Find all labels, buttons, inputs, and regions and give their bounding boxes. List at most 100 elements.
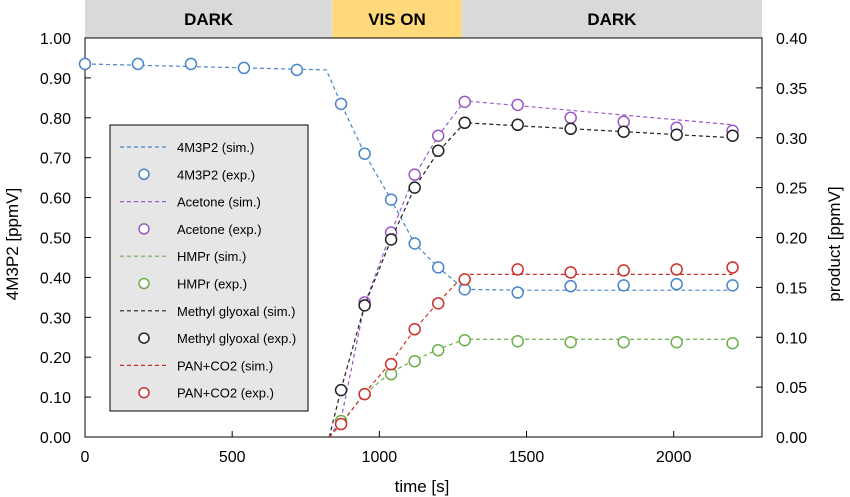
y-axis-right: 0.00 0.05 0.10 0.15 0.20 0.25 0.30 0.35 0.40 bbox=[756, 31, 807, 447]
data-point bbox=[511, 118, 524, 132]
y2-tick-label: 0.30 bbox=[776, 131, 807, 148]
data-point bbox=[384, 233, 398, 246]
y-tick-label: 0.90 bbox=[40, 71, 71, 88]
y2-tick-label: 0.00 bbox=[776, 430, 807, 447]
series-line bbox=[328, 122, 733, 438]
data-point bbox=[408, 354, 421, 368]
y-tick-label: 0.40 bbox=[40, 270, 71, 287]
y2-tick-label: 0.20 bbox=[776, 231, 807, 248]
data-point bbox=[458, 95, 471, 109]
data-point bbox=[564, 122, 577, 136]
data-point bbox=[617, 125, 630, 139]
y-tick-label: 1.00 bbox=[40, 31, 71, 48]
legend-label: Methyl glyoxal (sim.) bbox=[177, 304, 295, 319]
data-point bbox=[511, 98, 524, 112]
data-point bbox=[184, 57, 198, 71]
data-point bbox=[237, 61, 251, 75]
data-point bbox=[408, 168, 421, 181]
y2-tick-label: 0.25 bbox=[776, 181, 807, 198]
legend-marker-swatch bbox=[138, 277, 150, 290]
legend-label: 4M3P2 (sim.) bbox=[177, 140, 254, 155]
legend-label: PAN+CO2 (sim.) bbox=[177, 358, 273, 373]
data-point bbox=[726, 279, 739, 292]
data-point bbox=[358, 147, 371, 160]
y-tick-label: 0.70 bbox=[40, 151, 71, 168]
legend: 4M3P2 (sim.) 4M3P2 (exp.) Acetone (sim.) Ac… bbox=[109, 124, 309, 412]
y-tick-label: 0.60 bbox=[40, 191, 71, 208]
data-point bbox=[564, 335, 577, 349]
data-point bbox=[334, 97, 348, 111]
y2-tick-label: 0.35 bbox=[776, 81, 807, 98]
data-point bbox=[408, 181, 421, 194]
data-point bbox=[617, 335, 630, 349]
y2-axis-label: product [ppmV] bbox=[825, 186, 844, 301]
data-point bbox=[358, 299, 371, 312]
data-point bbox=[458, 333, 471, 347]
phase-band bbox=[332, 0, 462, 38]
x-axis: 0 500 1000 1500 2000 bbox=[81, 431, 692, 466]
data-point bbox=[726, 129, 739, 143]
x-axis-label: time [s] bbox=[395, 477, 450, 496]
phase-band bbox=[461, 0, 762, 38]
data-point bbox=[408, 323, 421, 336]
data-point bbox=[131, 57, 145, 71]
data-point bbox=[458, 273, 471, 286]
data-point bbox=[511, 286, 524, 299]
series bbox=[78, 57, 739, 438]
y2-tick-label: 0.15 bbox=[776, 280, 807, 297]
data-point bbox=[726, 336, 739, 350]
data-point bbox=[431, 343, 445, 357]
data-point bbox=[431, 297, 445, 310]
series-line bbox=[328, 338, 733, 438]
legend-label: HMPr (exp.) bbox=[177, 277, 247, 292]
x-tick-label: 1500 bbox=[509, 449, 545, 466]
data-point bbox=[670, 128, 683, 142]
data-point bbox=[334, 417, 348, 431]
data-point bbox=[384, 193, 398, 206]
phase-label: DARK bbox=[184, 10, 234, 29]
data-point bbox=[564, 111, 577, 125]
data-point bbox=[431, 261, 445, 274]
data-point bbox=[617, 264, 630, 277]
legend-marker-swatch bbox=[138, 332, 150, 344]
data-point bbox=[78, 57, 92, 71]
y-tick-label: 0.30 bbox=[40, 310, 71, 327]
y2-tick-label: 0.10 bbox=[776, 330, 807, 347]
data-point bbox=[458, 116, 471, 130]
data-point bbox=[358, 387, 371, 401]
data-point bbox=[670, 277, 683, 291]
x-tick-label: 1000 bbox=[362, 449, 398, 466]
y-tick-label: 0.80 bbox=[40, 111, 71, 128]
y-tick-label: 0.10 bbox=[40, 390, 71, 407]
data-point bbox=[564, 279, 577, 293]
data-point bbox=[290, 63, 304, 77]
series-line bbox=[328, 100, 733, 438]
data-point bbox=[511, 334, 524, 348]
y2-tick-label: 0.05 bbox=[776, 380, 807, 397]
y-tick-label: 0.00 bbox=[40, 430, 71, 447]
data-point bbox=[408, 237, 421, 250]
x-tick-label: 2000 bbox=[656, 449, 692, 466]
x-tick-label: 0 bbox=[81, 449, 90, 466]
y-axis-left: 0.00 0.10 0.20 0.30 0.40 0.50 0.60 0.70 0.80 0.90… bbox=[40, 31, 91, 447]
phase-label: VIS ON bbox=[368, 10, 426, 29]
data-point bbox=[564, 266, 577, 279]
phase-band bbox=[85, 0, 333, 38]
legend-marker-swatch bbox=[138, 168, 150, 181]
legend-label: Acetone (sim.) bbox=[177, 195, 261, 210]
legend-label: Methyl glyoxal (exp.) bbox=[177, 331, 296, 346]
legend-label: PAN+CO2 (exp.) bbox=[177, 386, 274, 401]
data-point bbox=[384, 357, 398, 371]
legend-marker-swatch bbox=[138, 223, 150, 235]
series-line bbox=[328, 273, 733, 438]
phase-bar: DARK VIS ON DARK bbox=[85, 0, 762, 38]
data-point bbox=[726, 261, 739, 274]
x-tick-label: 500 bbox=[219, 449, 246, 466]
data-point bbox=[617, 279, 630, 292]
data-point bbox=[670, 335, 683, 349]
y-axis-label: 4M3P2 [ppmV] bbox=[3, 188, 22, 300]
data-point bbox=[511, 263, 524, 276]
legend-label: Acetone (exp.) bbox=[177, 222, 262, 237]
data-point bbox=[670, 263, 683, 276]
